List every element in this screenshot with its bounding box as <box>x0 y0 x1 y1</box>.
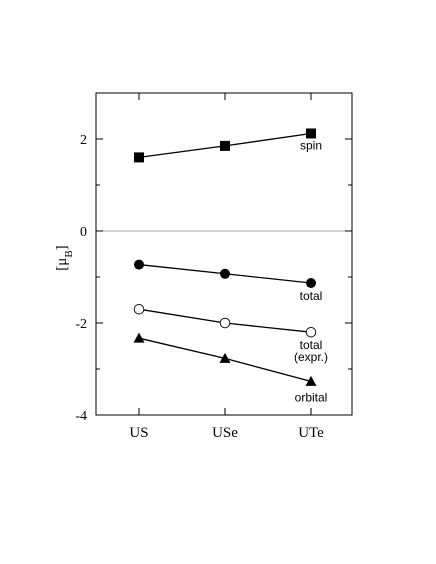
series-label: spin <box>300 138 322 152</box>
x-tick-label: UTe <box>298 425 324 441</box>
plot-border <box>95 92 353 416</box>
data-point-square <box>134 152 144 163</box>
data-point-square <box>220 140 230 151</box>
y-tick-label: 2 <box>80 133 87 148</box>
y-axis-label-sub: B <box>63 250 75 257</box>
y-axis-label-close: ] <box>54 245 70 250</box>
x-axis-ticks: US USe UTe <box>129 93 324 441</box>
data-point-open-circle <box>133 303 145 315</box>
data-point-circle <box>134 259 144 270</box>
data-point-triangle <box>133 332 145 343</box>
data-point-open-circle <box>305 326 317 338</box>
series-label: orbital <box>295 390 328 404</box>
data-point-open-circle <box>219 317 231 329</box>
y-tick-label: -4 <box>75 409 87 424</box>
x-tick-label: USe <box>212 425 238 441</box>
data-point-square <box>306 128 316 139</box>
y-axis-label: [μB] <box>54 245 75 270</box>
y-axis-ticks: -4 -2 0 2 <box>75 92 352 424</box>
data-point-circle <box>220 268 230 279</box>
plot-frame <box>95 92 353 416</box>
x-tick-label: US <box>129 425 148 441</box>
data-point-circle <box>306 277 316 288</box>
data-point-triangle <box>305 375 317 386</box>
data-point-triangle <box>219 352 231 363</box>
series-label: total <box>300 338 323 352</box>
y-tick-label: -2 <box>75 317 87 332</box>
y-tick-label: 0 <box>80 225 87 240</box>
y-axis-label-main: [μ <box>54 258 70 271</box>
series-label: total <box>300 289 323 303</box>
series-group <box>133 128 317 386</box>
series-label-secondary: (expr.) <box>294 350 328 364</box>
